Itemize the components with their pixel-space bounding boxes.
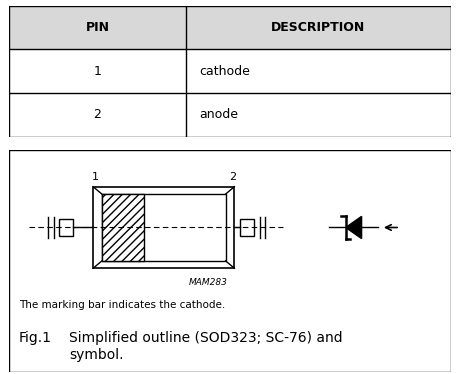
Text: Simplified outline (SOD323; SC-76) and
symbol.: Simplified outline (SOD323; SC-76) and s… [69, 331, 341, 362]
Text: PIN: PIN [85, 21, 109, 34]
Text: DESCRIPTION: DESCRIPTION [271, 21, 364, 34]
Text: 1: 1 [93, 65, 101, 77]
Bar [59, 218, 73, 236]
Bar [93, 187, 234, 268]
Text: cathode: cathode [199, 65, 249, 77]
Bar [102, 194, 144, 261]
Text: 2: 2 [228, 172, 235, 182]
Bar [240, 218, 254, 236]
Text: The marking bar indicates the cathode.: The marking bar indicates the cathode. [19, 300, 224, 310]
Text: 2: 2 [93, 108, 101, 121]
Bar [102, 194, 225, 261]
Text: Fig.1: Fig.1 [19, 331, 52, 345]
Polygon shape [345, 216, 361, 239]
Text: anode: anode [199, 108, 238, 121]
Text: 1: 1 [92, 172, 99, 182]
Bar [9, 6, 450, 49]
Text: MAM283: MAM283 [188, 278, 227, 286]
